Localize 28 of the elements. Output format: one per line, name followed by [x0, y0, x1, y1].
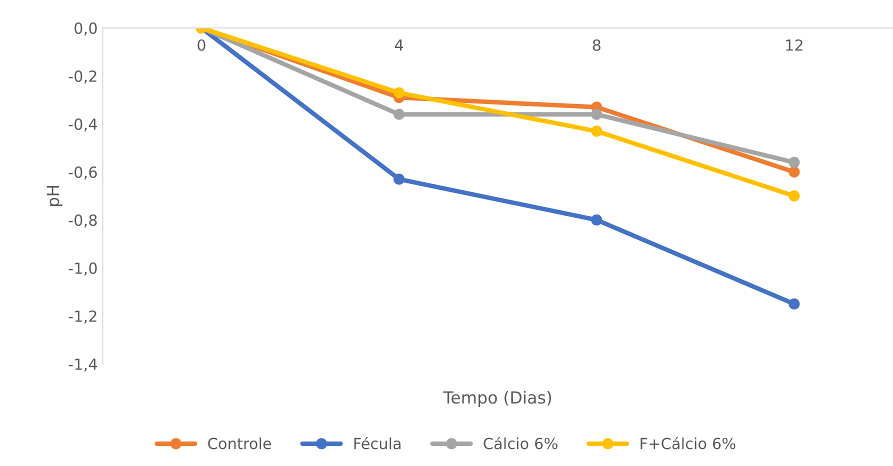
- x-axis-title: Tempo (Dias): [443, 390, 552, 407]
- point: [394, 108, 405, 120]
- legend-label: Controle: [208, 437, 272, 450]
- point: [788, 166, 800, 178]
- legend-label: F+Cálcio 6%: [640, 436, 736, 450]
- point: [591, 108, 602, 120]
- point: [591, 126, 602, 137]
- legend-label: Cálcio 6%: [484, 436, 558, 450]
- point: [394, 87, 405, 98]
- point: [788, 190, 800, 202]
- point: [788, 156, 800, 168]
- point: [591, 214, 602, 226]
- point: [394, 174, 405, 185]
- x-tick-label: 4: [394, 40, 404, 51]
- y-tick-label: -0,6: [68, 166, 97, 180]
- y-tick-label: -0,8: [68, 214, 97, 228]
- legend-label: Fécula: [354, 436, 401, 450]
- y-tick-label: -1,4: [68, 358, 97, 372]
- x-tick-label: 8: [592, 39, 600, 51]
- y-tick-label: -0,4: [68, 118, 97, 132]
- y-tick-label: -1,2: [68, 310, 96, 324]
- y-axis-title: pH: [46, 186, 62, 206]
- y-tick-label: -1,0: [68, 262, 97, 276]
- x-tick-label: 0: [198, 39, 206, 51]
- y-tick-label: 0,0: [74, 22, 97, 36]
- point: [788, 298, 800, 310]
- x-tick-label: 12: [786, 39, 802, 51]
- y-tick-label: -0,2: [68, 70, 96, 84]
